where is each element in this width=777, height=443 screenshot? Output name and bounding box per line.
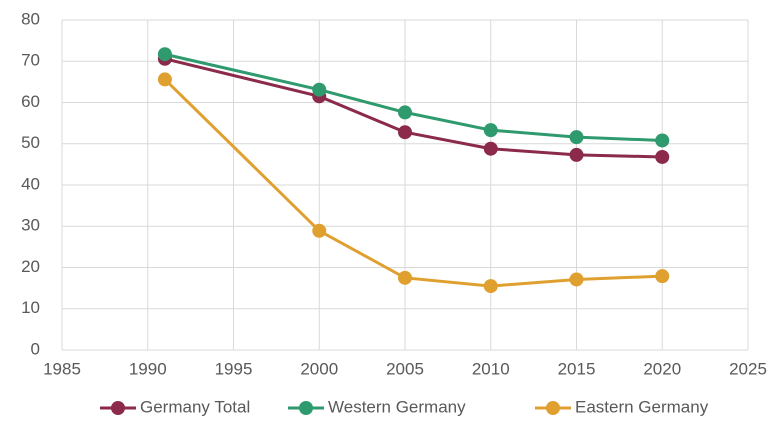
data-point <box>655 133 670 148</box>
legend-marker <box>546 401 560 415</box>
x-tick-label: 2010 <box>472 359 510 378</box>
series-line <box>164 57 663 159</box>
x-tick-label: 2005 <box>386 359 424 378</box>
x-tick-label: 2020 <box>643 359 681 378</box>
data-point <box>398 105 412 120</box>
x-tick-label: 2025 <box>729 359 767 378</box>
data-point <box>398 270 412 285</box>
data-point <box>312 82 327 97</box>
data-point <box>655 269 670 284</box>
y-tick-label: 60 <box>21 92 40 111</box>
legend-label: Western Germany <box>328 397 466 416</box>
data-point <box>483 123 498 138</box>
y-tick-label: 30 <box>21 216 40 235</box>
data-point <box>398 125 412 140</box>
legend-marker <box>111 401 125 415</box>
legend-label: Eastern Germany <box>575 397 709 416</box>
data-point <box>157 72 172 87</box>
data-point <box>569 272 584 287</box>
y-tick-label: 50 <box>21 133 40 152</box>
data-point <box>312 223 327 238</box>
data-point <box>157 47 172 62</box>
x-tick-label: 2000 <box>300 359 338 378</box>
data-point <box>483 279 498 294</box>
y-tick-label: 20 <box>21 257 40 276</box>
y-tick-label: 40 <box>21 174 40 193</box>
legend-marker <box>299 401 313 415</box>
series-line <box>164 52 663 142</box>
x-tick-label: 1985 <box>43 359 81 378</box>
x-tick-label: 1990 <box>129 359 167 378</box>
x-tick-label: 1995 <box>215 359 253 378</box>
y-tick-label: 10 <box>21 298 40 317</box>
y-tick-label: 70 <box>21 51 40 70</box>
y-tick-label: 80 <box>21 9 40 28</box>
x-tick-label: 2015 <box>558 359 596 378</box>
data-point <box>655 149 670 164</box>
series-line <box>163 78 663 288</box>
data-point <box>569 147 584 162</box>
y-tick-label: 0 <box>31 339 40 358</box>
legend-label: Germany Total <box>140 397 250 416</box>
data-point <box>569 130 584 145</box>
data-point <box>483 141 498 156</box>
